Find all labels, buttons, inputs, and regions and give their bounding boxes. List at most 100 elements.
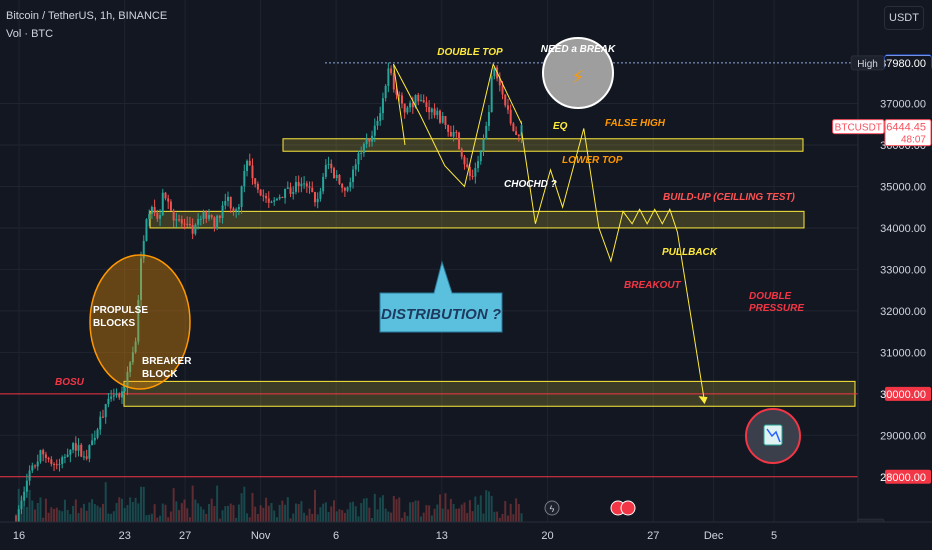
candle-body (66, 454, 69, 457)
candle-body (237, 206, 240, 210)
candle-body (460, 149, 463, 157)
annotation-propulse: PROPULSE (93, 305, 148, 316)
candle-body (490, 76, 493, 113)
candle-body (142, 240, 145, 259)
volume-bar (403, 512, 406, 522)
candle-body (25, 480, 28, 492)
candle-body (498, 78, 501, 86)
volume-bar (112, 511, 115, 522)
candle-body (156, 212, 159, 219)
need-break-circle (542, 37, 614, 109)
volume-bar (517, 503, 520, 522)
time-axis-bg (0, 522, 932, 550)
candle-body (387, 68, 390, 86)
volume-bar (197, 503, 200, 522)
volume-bar (278, 504, 281, 522)
candle-body (346, 187, 349, 191)
candle-body (297, 182, 300, 187)
volume-bar (61, 511, 64, 522)
volume-bar (319, 507, 322, 522)
volume-bar (509, 503, 512, 522)
volume-bar (216, 485, 219, 522)
candle-body (466, 164, 469, 168)
candle-body (235, 209, 238, 212)
candle-body (463, 156, 466, 165)
candle-body (199, 218, 202, 220)
volume-bar (308, 508, 311, 522)
volume-bar (300, 501, 303, 522)
annotation-double: DOUBLE (749, 291, 792, 302)
volume-bar (224, 506, 227, 522)
price-tick-label: 35000.00 (880, 181, 926, 193)
volume-bar (504, 501, 507, 522)
volume-bar (501, 513, 504, 522)
candle-body (254, 178, 257, 184)
candle-body (390, 68, 393, 74)
volume-bar (371, 517, 374, 522)
volume-bar (150, 513, 153, 522)
candle-body (188, 224, 191, 226)
candle-body (145, 219, 148, 241)
candle-body (85, 456, 88, 459)
candle-body (36, 461, 39, 467)
price-badge-label: 37980.00 (880, 58, 926, 70)
candle-body (150, 207, 153, 214)
candle-body (224, 200, 227, 206)
volume-bar (376, 509, 379, 522)
candle-body (96, 429, 99, 438)
candle-body (161, 192, 164, 216)
volume-bar (441, 508, 444, 522)
candle-body (371, 135, 374, 142)
candle-body (406, 107, 409, 113)
volume-bar (145, 515, 148, 522)
volume-bar (316, 514, 319, 522)
volume-bar (218, 518, 221, 522)
candle-body (520, 125, 523, 137)
volume-bar (188, 517, 191, 522)
candle-body (77, 444, 80, 451)
volume-bar (142, 486, 145, 522)
candle-body (493, 67, 496, 77)
candle-body (213, 217, 216, 229)
volume-bar (352, 501, 355, 522)
candle-body (403, 103, 406, 113)
price-tag (850, 55, 885, 71)
volume-bar (161, 503, 164, 522)
candle-body (175, 219, 178, 221)
candle-body (140, 258, 143, 300)
candle-body (256, 183, 259, 190)
volume-bar (482, 513, 485, 522)
volume-bar (213, 506, 216, 522)
currency-button[interactable]: USDT (884, 6, 924, 30)
candle-body (468, 167, 471, 177)
candle-body (112, 395, 115, 397)
volume-bar (178, 510, 181, 522)
candle-body (93, 437, 96, 441)
annotation-false-high: FALSE HIGH (605, 118, 666, 129)
candle-body (515, 131, 518, 135)
volume-bar (387, 511, 390, 522)
volume-bar (463, 502, 466, 522)
chart-down-icon-line (766, 428, 781, 443)
candle-body (474, 168, 477, 177)
volume-bar (449, 498, 452, 522)
candle-body (197, 219, 200, 225)
candle-body (243, 171, 246, 187)
candle-body (251, 165, 254, 179)
candle-body (44, 454, 47, 458)
candle-body (248, 160, 251, 166)
volume-bar (80, 507, 83, 522)
volume-bar (69, 514, 72, 522)
volume-bar (444, 493, 447, 522)
volume-bar (34, 509, 37, 522)
volume-bar (433, 508, 436, 522)
volume-bar (471, 511, 474, 522)
volume-bar (58, 510, 61, 522)
annotation-bosu: BOSU (55, 377, 85, 388)
volume-bar (422, 512, 425, 522)
volume-bar (368, 507, 371, 522)
volume-bar (240, 493, 243, 522)
candle-body (123, 387, 126, 392)
candle-body (39, 450, 42, 462)
